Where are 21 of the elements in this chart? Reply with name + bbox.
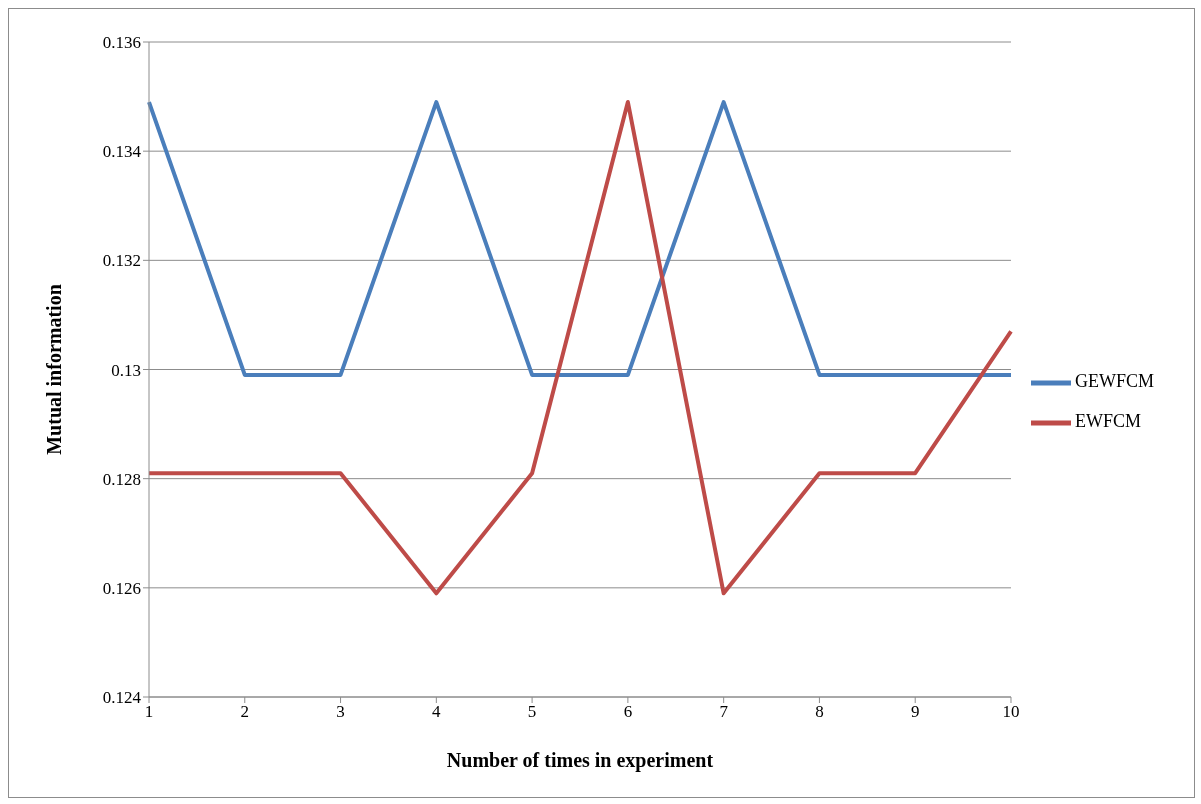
x-tick-label: 10 bbox=[1002, 702, 1020, 722]
legend-label: EWFCM bbox=[1074, 411, 1141, 432]
x-tick-label: 9 bbox=[910, 702, 920, 722]
x-tick-label: 2 bbox=[240, 702, 250, 722]
x-tick-label: 4 bbox=[432, 702, 442, 722]
x-axis-title: Number of times in experiment bbox=[446, 749, 714, 772]
x-tick-label: 3 bbox=[336, 702, 345, 722]
y-tick-label: 0.136 bbox=[102, 33, 141, 53]
y-tick-label: 0.126 bbox=[102, 578, 141, 598]
x-tick-label: 8 bbox=[815, 702, 824, 722]
y-tick-label: 0.13 bbox=[111, 360, 141, 380]
y-tick-label: 0.134 bbox=[102, 142, 142, 162]
legend-label: GEWFCM bbox=[1074, 371, 1154, 392]
y-tick-label: 0.128 bbox=[102, 469, 141, 489]
x-tick-label: 5 bbox=[527, 702, 537, 722]
x-tick-label: 1 bbox=[144, 702, 154, 722]
x-tick-label: 6 bbox=[623, 702, 633, 722]
y-axis-title: Mutual information bbox=[43, 284, 66, 455]
x-tick-label: 7 bbox=[719, 702, 729, 722]
y-tick-label: 0.124 bbox=[102, 688, 142, 708]
y-tick-label: 0.132 bbox=[102, 251, 141, 271]
